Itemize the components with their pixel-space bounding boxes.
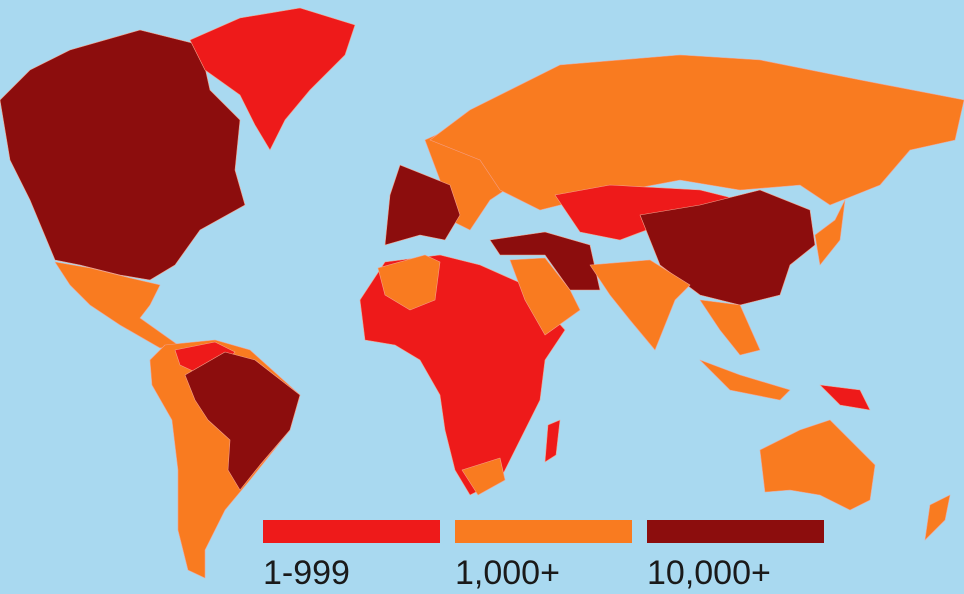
legend-label: 1,000+: [455, 554, 560, 592]
legend-label: 10,000+: [647, 554, 771, 592]
madagascar: [544, 419, 561, 463]
europe-west: [384, 164, 461, 246]
australia: [759, 419, 876, 511]
russia: [429, 54, 964, 211]
north-africa: [377, 254, 441, 311]
southeast-asia: [699, 299, 761, 356]
countries: [0, 7, 964, 579]
legend: 1-999 1,000+ 10,000+: [263, 520, 824, 592]
south-africa: [461, 457, 506, 496]
indonesia: [699, 359, 791, 401]
brazil: [184, 351, 301, 491]
legend-swatch: [455, 520, 632, 543]
turkey-iran: [489, 231, 601, 291]
japan: [814, 199, 846, 266]
legend-swatch: [647, 520, 824, 543]
arabia: [509, 257, 581, 336]
greenland: [189, 7, 356, 151]
mexico-central-america: [54, 261, 179, 349]
india: [589, 259, 691, 351]
africa: [359, 254, 566, 496]
legend-swatch: [263, 520, 440, 543]
legend-label: 1-999: [263, 554, 350, 592]
new-zealand: [924, 494, 951, 541]
canada-usa: [0, 29, 246, 281]
new-guinea: [819, 384, 871, 411]
